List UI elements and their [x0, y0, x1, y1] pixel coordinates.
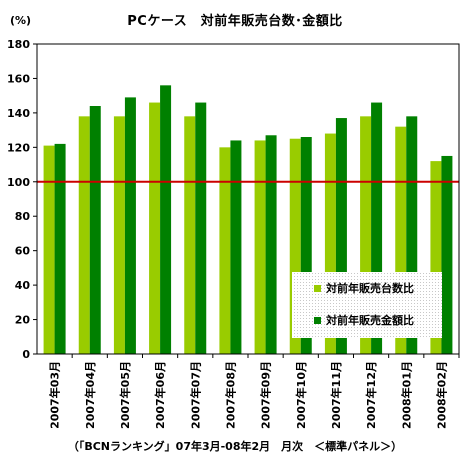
y-tick-label: 100 — [7, 176, 30, 189]
bar-value-ratio — [265, 135, 277, 354]
bar-unit-ratio — [430, 161, 442, 354]
bar-value-ratio — [371, 102, 383, 354]
plot-area-frame — [36, 43, 460, 355]
x-tick-label: 2007年03月 — [48, 361, 62, 429]
y-axis: 0 20 40 60 80 100 120 140 160 180 — [7, 38, 37, 361]
source-note: （「BCNランキング」07年3月-08年2月 月次 ＜標準パネル＞） — [67, 440, 403, 453]
legend-box — [292, 272, 442, 338]
y-tick-label: 180 — [7, 38, 30, 51]
legend-label: 対前年販売台数比 — [325, 281, 414, 295]
y-tick-label: 40 — [15, 279, 31, 292]
bar-unit-ratio — [184, 116, 196, 354]
x-tick-label: 2007年09月 — [259, 361, 273, 429]
bar-unit-ratio — [149, 102, 161, 354]
x-tick-label: 2007年08月 — [223, 361, 237, 429]
bar-unit-ratio — [289, 138, 301, 354]
bar-unit-ratio — [113, 116, 125, 354]
x-tick-label: 2007年10月 — [294, 361, 308, 429]
bar-value-ratio — [300, 137, 312, 354]
y-tick-label: 60 — [15, 245, 31, 258]
y-tick-label: 160 — [7, 72, 30, 85]
bar-value-ratio — [89, 106, 101, 354]
x-tick-label: 2008年02月 — [434, 361, 448, 429]
bar-value-ratio — [124, 97, 136, 354]
chart-title: PCケース 対前年販売台数･金額比 — [127, 14, 343, 29]
bar-unit-ratio — [43, 145, 55, 354]
x-tick-label: 2007年07月 — [188, 361, 202, 429]
x-tick-label: 2007年04月 — [83, 361, 97, 429]
x-tick-label: 2007年06月 — [153, 361, 167, 429]
x-axis: 2007年03月 2007年04月 2007年05月 2007年06月 2007年07月… — [48, 354, 460, 429]
x-tick-label: 2007年11月 — [329, 361, 343, 429]
bar-unit-ratio — [78, 116, 90, 354]
bar-value-ratio — [195, 102, 207, 354]
legend-swatch — [314, 285, 321, 292]
bar-unit-ratio — [360, 116, 372, 354]
bar-unit-ratio — [254, 140, 266, 354]
bar-unit-ratio — [324, 133, 336, 354]
y-tick-label: 0 — [22, 348, 30, 361]
bar-group — [43, 85, 453, 355]
bar-unit-ratio — [219, 147, 231, 354]
bar-value-ratio — [335, 118, 347, 354]
bar-value-ratio — [160, 85, 172, 354]
y-tick-label: 120 — [7, 141, 30, 154]
y-axis-unit-label: (%) — [10, 14, 32, 27]
y-tick-label: 140 — [7, 107, 30, 120]
bar-value-ratio — [230, 140, 242, 354]
bar-value-ratio — [441, 155, 453, 354]
x-tick-label: 2008年01月 — [399, 361, 413, 429]
x-tick-label: 2007年05月 — [118, 361, 132, 429]
y-tick-label: 80 — [15, 210, 31, 223]
x-tick-label: 2007年12月 — [364, 361, 378, 429]
legend-swatch — [314, 317, 321, 324]
bar-value-ratio — [406, 116, 418, 354]
bar-unit-ratio — [395, 126, 407, 355]
y-tick-label: 20 — [15, 314, 31, 327]
bar-value-ratio — [54, 143, 66, 354]
legend-label: 対前年販売金額比 — [325, 313, 414, 327]
